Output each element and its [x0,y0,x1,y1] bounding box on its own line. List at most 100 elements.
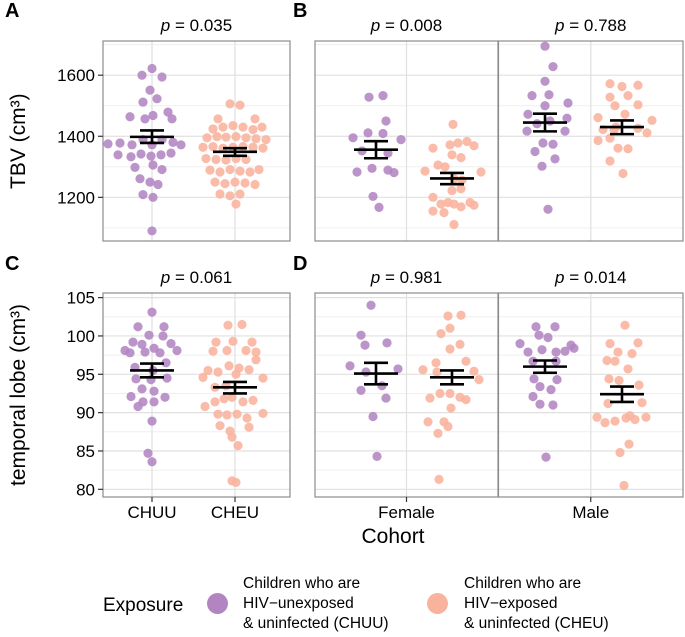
data-point-cheu [251,134,261,144]
data-point-chuu [530,146,540,157]
data-point-chuu [540,76,550,86]
y-tick-label: 1400 [57,127,95,146]
data-point-cheu [228,120,238,131]
data-point-chuu [143,448,153,458]
data-point-chuu [368,411,378,422]
data-point-cheu [241,133,251,143]
data-point-chuu [133,322,143,332]
data-point-cheu [258,408,268,419]
data-point-cheu [603,398,613,409]
data-point-cheu [617,81,627,92]
data-point-chuu [389,168,399,178]
data-point-chuu [133,401,143,412]
data-point-chuu [127,140,137,150]
legend-title: Exposure [103,595,184,616]
data-point-chuu [368,191,378,202]
data-point-cheu [212,131,222,142]
data-point-chuu [147,416,157,426]
y-axis-title-tbv: TBV (cm³) [7,93,30,189]
data-point-cheu [254,164,264,175]
data-point-cheu [443,421,453,432]
data-point-chuu [372,451,382,461]
data-point-chuu [146,151,156,161]
data-point-chuu [136,149,146,159]
data-point-cheu [605,92,615,102]
data-point-cheu [222,410,232,420]
data-point-cheu [233,441,243,451]
data-point-cheu [610,101,620,111]
y-tick-label: 1600 [57,66,95,85]
panel-letter-b: B [293,0,308,22]
data-point-cheu [621,413,631,423]
data-point-chuu [113,150,123,160]
y-tick-label: 95 [76,365,95,384]
y-tick-label: 105 [67,289,95,308]
data-point-cheu [623,91,633,101]
data-point-cheu [215,421,225,431]
data-point-cheu [242,413,252,423]
data-point-chuu [157,164,167,175]
data-point-chuu [153,179,163,190]
data-point-chuu [163,107,173,117]
data-point-cheu [200,401,210,412]
legend-label-chuu-line1: Children who are [243,575,361,592]
data-point-cheu [202,133,212,143]
x-tick-label: CHUU [127,503,176,522]
data-point-cheu [208,142,218,152]
data-point-cheu [615,447,625,458]
data-point-cheu [248,142,258,152]
data-point-cheu [447,150,457,160]
data-point-cheu [231,199,241,209]
data-point-cheu [445,323,455,333]
data-point-cheu [258,373,268,383]
data-point-cheu [240,178,250,188]
data-point-cheu [210,397,220,407]
data-point-cheu [198,142,208,152]
data-point-cheu [231,369,241,379]
data-point-chuu [569,343,579,353]
data-point-chuu [543,204,553,214]
data-point-chuu [160,392,170,402]
data-point-cheu [613,347,623,357]
data-point-chuu [168,137,178,147]
data-point-cheu [203,365,213,376]
data-point-cheu [445,140,455,150]
data-point-chuu [147,63,157,74]
data-point-cheu [593,135,603,146]
data-point-chuu [148,110,158,121]
data-point-cheu [449,199,459,209]
data-point-cheu [213,114,223,124]
legend-label-chuu-line2: HIV−unexposed [243,595,354,612]
data-point-cheu [634,380,644,390]
data-point-cheu [436,199,446,209]
data-point-chuu [172,345,182,356]
legend-label-cheu-line3: & uninfected (CHEU) [464,615,609,632]
data-point-cheu [605,79,615,89]
panel-letter-d: D [293,253,308,275]
data-point-cheu [613,143,623,153]
data-point-cheu [447,186,457,196]
data-point-chuu [563,98,573,108]
data-point-cheu [235,166,245,176]
data-point-cheu [198,372,208,382]
data-point-chuu [356,385,366,395]
data-point-chuu [135,174,145,184]
data-point-cheu [420,166,430,176]
data-point-cheu [647,115,657,125]
data-point-cheu [642,128,652,138]
data-point-chuu [523,347,533,357]
data-point-chuu [138,189,148,200]
data-point-chuu [130,162,140,173]
data-point-chuu [552,375,562,385]
data-point-chuu [149,397,159,407]
data-point-cheu [201,153,211,164]
data-point-cheu [614,375,624,386]
data-point-cheu [238,142,248,152]
data-point-cheu [592,412,602,422]
data-point-chuu [137,339,147,349]
p-value-label: p = 0.008 [370,16,442,35]
data-point-chuu [560,346,570,356]
data-point-chuu [352,167,362,177]
x-tick-label: CHEU [211,503,259,522]
